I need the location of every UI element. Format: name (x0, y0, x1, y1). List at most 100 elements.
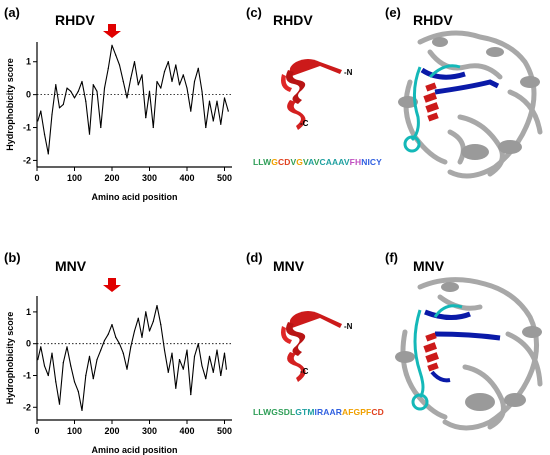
c-terminus-label-d: -C (300, 367, 309, 376)
data-point (133, 330, 136, 332)
residue-mnv-9: M (307, 407, 315, 417)
data-point (40, 346, 42, 348)
data-point (148, 330, 151, 332)
residue-rhdv-14: A (338, 157, 344, 167)
data-point (37, 358, 39, 361)
residue-mnv-7: G (295, 407, 303, 417)
residue-rhdv-21: Y (376, 157, 382, 167)
data-point (220, 374, 222, 377)
data-point (216, 100, 218, 102)
c-terminus-label-c: -C (300, 119, 309, 128)
y-tick-label: -2 (23, 402, 31, 412)
red-arrow-marker (103, 24, 121, 38)
data-point (115, 54, 117, 56)
data-point (107, 67, 109, 69)
residue-rhdv-9: A (308, 157, 314, 167)
protein-structure-rhdv (398, 30, 543, 179)
data-point (227, 110, 229, 112)
panel-label-f: (f) (385, 250, 398, 265)
y-tick-label: -1 (23, 123, 31, 133)
data-point (43, 133, 46, 135)
data-point (167, 371, 169, 373)
residue-mnv-1: L (258, 407, 264, 417)
data-point (197, 67, 199, 69)
y-axis-title: Hydrophobicity score (5, 58, 15, 151)
data-point (88, 133, 91, 135)
data-point (103, 339, 106, 342)
data-point (193, 80, 196, 83)
data-point (111, 44, 113, 46)
data-point (122, 352, 124, 354)
data-point (100, 349, 102, 351)
data-point (190, 393, 192, 396)
residue-mnv-0: L (253, 407, 259, 417)
data-point (55, 381, 57, 383)
data-point (178, 358, 181, 361)
data-point (43, 365, 46, 367)
residue-mnv-19: F (366, 407, 372, 417)
residue-rhdv-15: V (343, 157, 350, 167)
data-point (163, 71, 166, 73)
residue-rhdv-3: G (271, 157, 278, 167)
x-tick-label: 0 (34, 426, 39, 436)
data-point (100, 126, 102, 129)
residue-rhdv-18: N (361, 157, 368, 167)
x-tick-label: 300 (142, 426, 157, 436)
arrow-head (103, 285, 121, 292)
residue-rhdv-1: L (258, 157, 264, 167)
data-point (88, 355, 91, 358)
y-axis-title: Hydrophobicity score (5, 312, 15, 405)
data-point (145, 311, 147, 313)
data-point (186, 87, 188, 89)
residue-mnv-12: A (323, 407, 330, 417)
residue-mnv-15: A (341, 407, 349, 417)
arrow-shaft (108, 24, 116, 31)
data-point (216, 349, 218, 351)
data-point (58, 107, 61, 109)
data-point (148, 90, 151, 92)
data-point (51, 352, 53, 354)
data-point (85, 374, 87, 377)
panel-label-d: (d) (246, 250, 263, 265)
residue-rhdv-20: C (369, 157, 377, 167)
residue-rhdv-17: H (354, 157, 362, 167)
data-point (225, 368, 227, 370)
x-tick-label: 0 (34, 173, 39, 183)
residue-mnv-10: I (314, 407, 317, 417)
data-point (171, 80, 173, 83)
data-point (122, 80, 124, 83)
data-point (212, 120, 214, 122)
red-arrow-marker (103, 278, 121, 292)
data-point (152, 126, 154, 129)
data-point (55, 84, 57, 86)
data-point (171, 352, 173, 354)
x-tick-label: 500 (217, 173, 232, 183)
x-tick-label: 200 (104, 426, 119, 436)
data-point (201, 90, 203, 92)
residue-rhdv-7: G (296, 157, 303, 167)
y-tick-label: 1 (26, 57, 31, 67)
data-point (156, 80, 158, 83)
residue-rhdv-4: C (277, 157, 285, 167)
panel-title-d: MNV (273, 258, 305, 274)
data-point (92, 378, 94, 380)
data-point (197, 343, 199, 345)
data-point (81, 409, 83, 412)
x-tick-label: 100 (67, 173, 82, 183)
data-point (73, 381, 76, 383)
hydrophobicity-line (37, 44, 229, 155)
x-tick-label: 300 (142, 173, 157, 183)
residue-mnv-14: R (335, 407, 342, 417)
data-point (96, 358, 98, 361)
data-point (160, 324, 162, 326)
data-point (47, 374, 49, 377)
data-point (137, 84, 139, 86)
x-tick-label: 100 (67, 426, 82, 436)
data-point (141, 336, 143, 338)
panel-title-a: RHDV (55, 12, 95, 28)
data-point (62, 362, 64, 364)
data-point (66, 87, 68, 89)
data-point (141, 74, 143, 76)
panel-label-b: (b) (4, 250, 21, 265)
peptide-sequence-mnv: LLWGSDLGTMIRAARAFGPFCD (253, 407, 384, 417)
